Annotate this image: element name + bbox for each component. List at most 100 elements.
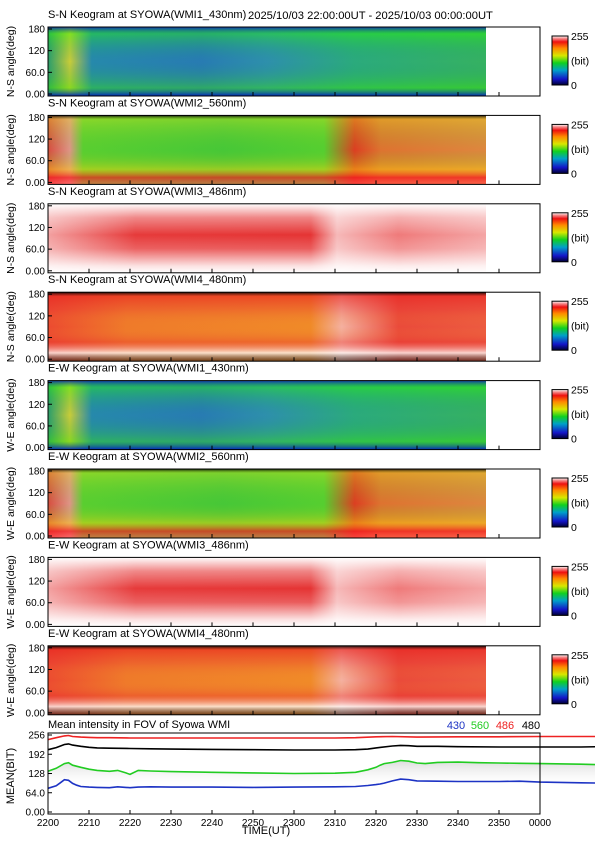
x-tick-label: 2300 <box>283 818 306 829</box>
legend-entry-560: 560 <box>471 720 489 732</box>
keogram-image-shading <box>48 203 486 273</box>
y-tick-label: 0.00 <box>26 90 46 101</box>
mean-ylabel: MEAN(BIT) <box>5 748 17 804</box>
colorbar <box>551 300 569 351</box>
y-tick-label: 60.0 <box>26 687 46 698</box>
colorbar-max-label: 255 <box>571 208 589 220</box>
keogram-ylabel: N-S angle(deg) <box>5 203 17 274</box>
keogram-title: S-N Keogram at SYOWA(WMI1_430nm) <box>48 9 246 21</box>
keogram-ylabel: W-E angle(deg) <box>5 378 17 451</box>
keogram-image-shading <box>48 645 486 715</box>
colorbar <box>551 477 569 528</box>
y-tick-label: 120 <box>28 400 45 411</box>
y-tick-label: 120 <box>28 135 45 146</box>
keogram-image-shading <box>48 557 486 627</box>
y-tick-label: 180 <box>28 290 45 301</box>
colorbar-min-label: 0 <box>571 257 577 269</box>
x-tick-label: 2310 <box>324 818 347 829</box>
series-line-480 <box>47 743 595 751</box>
keogram-panel: S-N Keogram at SYOWA(WMI1_430nm) N-S angl… <box>5 9 589 101</box>
y-tick-label: 60.0 <box>26 510 46 521</box>
keogram-image-shading <box>48 380 486 450</box>
x-tick-label: 2250 <box>242 818 265 829</box>
y-tick-label: 180 <box>28 113 45 124</box>
y-tick-label: 120 <box>28 665 45 676</box>
x-tick-label: 2350 <box>488 818 511 829</box>
colorbar-unit-label: (bit) <box>571 498 589 510</box>
series-line-430 <box>47 778 595 790</box>
colorbar <box>551 212 569 263</box>
colorbar <box>551 654 569 705</box>
keogram-image-shading <box>48 292 486 362</box>
y-tick-label: 0.00 <box>26 532 46 543</box>
x-tick-label: 2220 <box>119 818 142 829</box>
colorbar-max-label: 255 <box>571 650 589 662</box>
keogram-panel: S-N Keogram at SYOWA(WMI4_480nm) N-S angl… <box>5 274 589 366</box>
y-tick-label: 0.00 <box>26 355 46 366</box>
colorbar-max-label: 255 <box>571 561 589 573</box>
y-tick-label: 180 <box>28 201 45 212</box>
x-tick-label: 2200 <box>37 818 60 829</box>
x-tick-label: 2330 <box>406 818 429 829</box>
x-tick-label: 0000 <box>529 818 552 829</box>
x-tick-label: 2340 <box>447 818 470 829</box>
mean-y-tick-label: 192 <box>28 750 45 761</box>
colorbar-unit-label: (bit) <box>571 409 589 421</box>
keogram-ylabel: W-E angle(deg) <box>5 555 17 628</box>
x-tick-label: 2210 <box>78 818 101 829</box>
colorbar <box>551 565 569 616</box>
colorbar-max-label: 255 <box>571 385 589 397</box>
keogram-panel: S-N Keogram at SYOWA(WMI3_486nm) N-S angl… <box>5 186 589 277</box>
colorbar-min-label: 0 <box>571 434 577 446</box>
colorbar-min-label: 0 <box>571 345 577 357</box>
y-tick-label: 180 <box>28 467 45 478</box>
keogram-panel: E-W Keogram at SYOWA(WMI1_430nm) W-E angl… <box>5 363 589 455</box>
y-tick-label: 60.0 <box>26 421 46 432</box>
colorbar-max-label: 255 <box>571 473 589 485</box>
header-range-text: 2025/10/03 22:00:00UT - 2025/10/03 00:00… <box>248 10 493 22</box>
y-tick-label: 0.00 <box>26 620 46 631</box>
mean-intensity-panel: Mean intensity in FOV of Syowa WMI MEAN(… <box>5 719 595 829</box>
keogram-image-shading <box>48 115 486 185</box>
colorbar-unit-label: (bit) <box>571 144 589 156</box>
x-tick-label: 2240 <box>201 818 224 829</box>
keogram-title: S-N Keogram at SYOWA(WMI3_486nm) <box>48 186 246 198</box>
mean-y-tick-label: 128 <box>28 769 45 780</box>
legend-entry-430: 430 <box>447 720 465 732</box>
series-line-486 <box>47 734 595 741</box>
colorbar <box>551 35 569 86</box>
y-tick-label: 60.0 <box>26 68 46 79</box>
keogram-title: E-W Keogram at SYOWA(WMI1_430nm) <box>48 363 249 375</box>
keogram-ylabel: N-S angle(deg) <box>5 114 17 185</box>
mean-legend: 430 560 486 480 <box>447 720 540 732</box>
keogram-title: E-W Keogram at SYOWA(WMI3_486nm) <box>48 539 249 551</box>
y-tick-label: 120 <box>28 577 45 588</box>
y-tick-label: 180 <box>28 378 45 389</box>
keogram-title: S-N Keogram at SYOWA(WMI2_560nm) <box>48 97 246 109</box>
keogram-ylabel: N-S angle(deg) <box>5 291 17 362</box>
colorbar-unit-label: (bit) <box>571 321 589 333</box>
colorbar-max-label: 255 <box>571 31 589 43</box>
keogram-ylabel: W-E angle(deg) <box>5 644 17 717</box>
y-tick-label: 120 <box>28 46 45 57</box>
colorbar-min-label: 0 <box>571 699 577 711</box>
colorbar-min-label: 0 <box>571 80 577 92</box>
colorbar <box>551 389 569 440</box>
mean-y-tick-label: 0.00 <box>26 808 46 819</box>
series-line-560 <box>47 759 595 776</box>
legend-entry-480: 480 <box>522 720 540 732</box>
colorbar <box>551 123 569 174</box>
colorbar-unit-label: (bit) <box>571 586 589 598</box>
keogram-title: E-W Keogram at SYOWA(WMI2_560nm) <box>48 451 249 463</box>
x-axis-label: TIME(UT) <box>242 825 290 837</box>
colorbar-unit-label: (bit) <box>571 232 589 244</box>
y-tick-label: 0.00 <box>26 266 46 277</box>
mean-y-tick-label: 64.0 <box>26 788 46 799</box>
colorbar-max-label: 255 <box>571 296 589 308</box>
keogram-ylabel: N-S angle(deg) <box>5 26 17 97</box>
keogram-panel: E-W Keogram at SYOWA(WMI3_486nm) W-E angl… <box>5 539 589 631</box>
y-tick-label: 60.0 <box>26 245 46 256</box>
y-tick-label: 60.0 <box>26 156 46 167</box>
legend-entry-486: 486 <box>496 720 514 732</box>
